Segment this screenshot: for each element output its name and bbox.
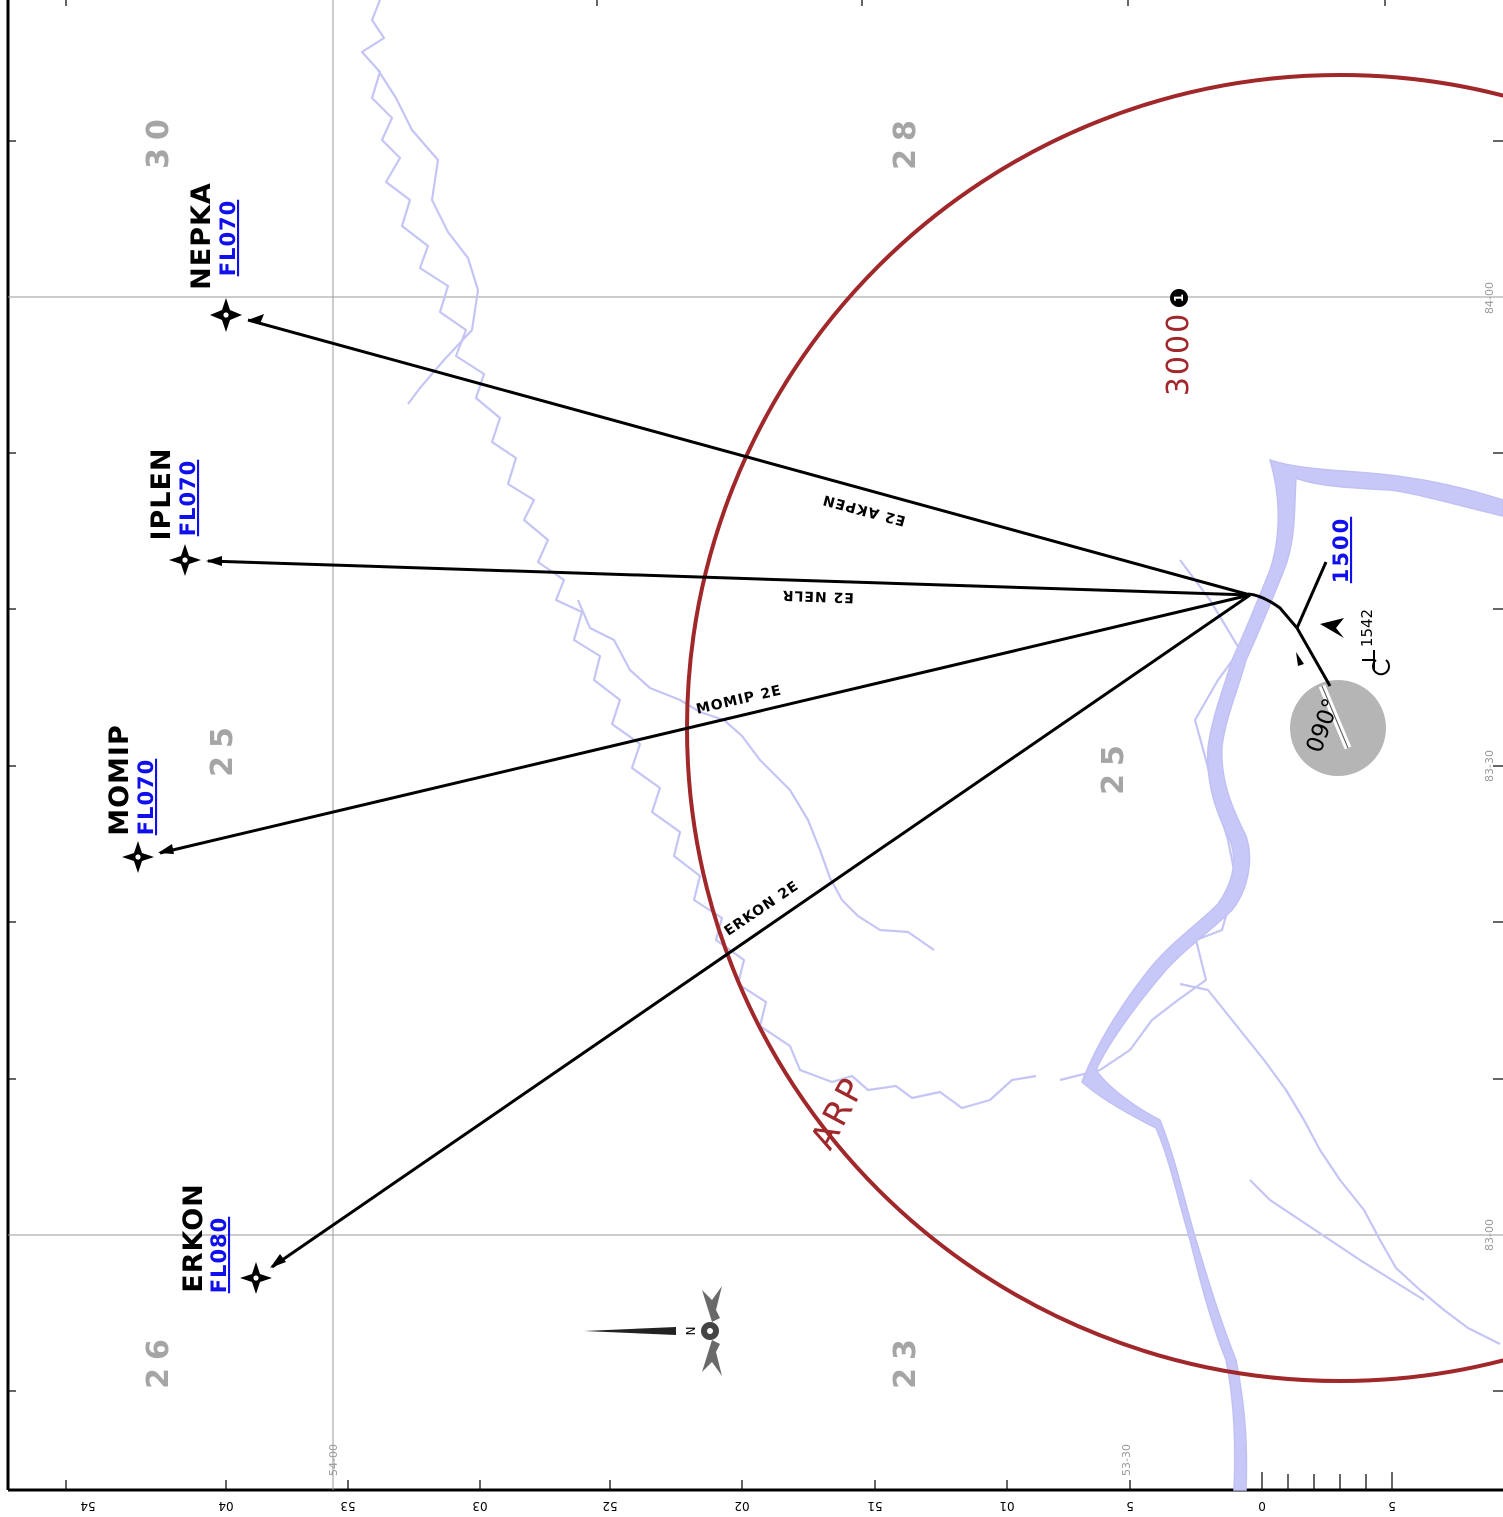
waypoint-name: IPLEN [146, 447, 177, 540]
longitude-label: 84-00 [1483, 282, 1496, 314]
river-south-tributary [1249, 1179, 1425, 1301]
left-frame-ticks [8, 140, 16, 1392]
scale-label: 03 [472, 1499, 487, 1513]
top-frame-ticks [65, 0, 1386, 6]
distance-scale-ticks [65, 1472, 1393, 1490]
waypoint-level: FL070 [134, 759, 158, 836]
grid-elevation-labels: 30 28 25 25 26 23 [141, 111, 1131, 1389]
obstacle: 1542 [1320, 609, 1390, 676]
river-west-branch [377, 69, 480, 405]
msa-note-number: 1 [1172, 294, 1186, 302]
waypoint-level: FL070 [216, 200, 240, 277]
scale-label: 04 [218, 1499, 233, 1513]
latitude-label: 54-00 [327, 1444, 340, 1476]
grid-elevation: 25 [205, 719, 240, 777]
scale-label: 5 [1388, 1499, 1396, 1513]
waypoint-momip[interactable]: MOMIP FL070 [104, 724, 158, 873]
waypoint-name: NEPKA [186, 182, 217, 290]
scale-label: 53 [340, 1499, 355, 1513]
river-network [360, 0, 1503, 1491]
scale-label: 52 [602, 1499, 617, 1513]
obstacle-symbol-icon [1362, 650, 1390, 676]
route-erkon [271, 593, 1251, 1269]
waypoint-level: FL070 [176, 460, 200, 537]
waypoint-erkon[interactable]: ERKON FL080 [178, 1183, 272, 1294]
departure-routes [158, 314, 1251, 1269]
river-north [360, 0, 1037, 1110]
river-east [1059, 559, 1242, 1082]
river-main-channel [1081, 458, 1503, 1491]
waypoint-name: ERKON [178, 1183, 209, 1293]
longitude-label: 83-00 [1483, 1219, 1496, 1251]
runway-outline [1321, 685, 1349, 749]
grid-elevation: 25 [1096, 737, 1131, 795]
scale-label: 54 [80, 1499, 95, 1513]
waypoint-iplen[interactable]: IPLEN FL070 [146, 447, 201, 576]
climb-altitude-label: 1500 [1329, 517, 1353, 583]
latitude-label: 53-30 [1120, 1444, 1133, 1476]
obstacle-elevation: 1542 [1358, 609, 1376, 647]
right-frame-ticks [1493, 140, 1503, 1392]
waypoint-nepka[interactable]: NEPKA FL070 [186, 182, 242, 332]
scale-label: 51 [867, 1499, 882, 1513]
route-iplen [207, 559, 1251, 597]
waypoint-name: MOMIP [104, 724, 135, 836]
grid-elevation: 26 [141, 1331, 176, 1389]
grid-elevation: 30 [141, 111, 176, 169]
scale-label: 5 [1126, 1499, 1134, 1513]
north-arrow-icon: N [584, 1286, 722, 1376]
msa-altitude: 3000 [1161, 312, 1196, 396]
scale-label: 01 [999, 1499, 1014, 1513]
river-south-branch [1179, 982, 1501, 1345]
coordinate-grid [8, 0, 1503, 1490]
waypoint-level: FL080 [207, 1217, 231, 1294]
route-label-momip: MOMIP 2E [695, 682, 784, 717]
river-bend [576, 599, 935, 951]
longitude-label: 83-30 [1483, 750, 1496, 782]
route-nepka [247, 318, 1251, 597]
north-label: N [683, 1327, 697, 1336]
scale-label: 0 [1258, 1499, 1266, 1513]
distance-scale-labels: 54 04 53 03 52 02 51 01 5 0 5 [80, 1499, 1395, 1513]
departure-track [1247, 561, 1332, 687]
scale-label: 02 [734, 1499, 749, 1513]
grid-elevation: 28 [888, 112, 923, 170]
route-label-iplen: E2 NELR [782, 587, 855, 606]
grid-elevation: 23 [888, 1331, 923, 1389]
msa-note-marker [1170, 289, 1188, 307]
route-momip [159, 593, 1251, 855]
